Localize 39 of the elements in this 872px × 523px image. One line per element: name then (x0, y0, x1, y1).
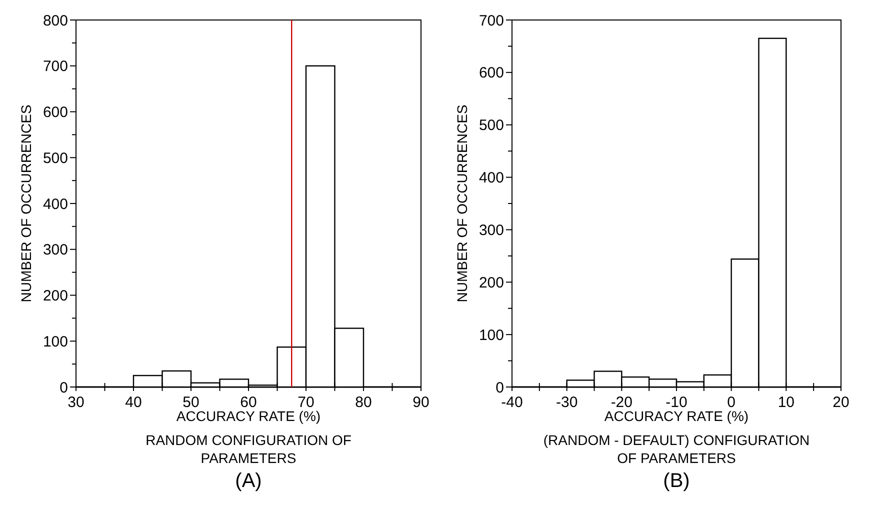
x-tick-label: -10 (666, 394, 688, 411)
y-tick-label: 200 (42, 288, 68, 304)
y-tick-label: 300 (42, 242, 68, 259)
x-tick-label: 20 (832, 394, 850, 411)
x-tick-label: -40 (501, 394, 523, 411)
y-tick-label: 500 (42, 150, 68, 167)
x-tick-label: 30 (68, 394, 84, 411)
text: (B) (663, 470, 690, 492)
y-tick-label: 700 (478, 12, 504, 30)
x-tick-label: 70 (298, 394, 314, 411)
y-tick-label: 600 (42, 104, 68, 121)
y-tick-label: 500 (478, 117, 504, 134)
x-tick-label: 0 (727, 394, 736, 411)
x-tick-label: -30 (556, 394, 578, 411)
x-tick-label: 10 (778, 394, 795, 411)
y-tick-label: 100 (478, 326, 504, 344)
x-axis-title: ACCURACY RATE (%) (176, 408, 321, 424)
y-tick-label: 400 (478, 170, 504, 187)
y-tick-label: 800 (42, 12, 68, 30)
text: RANDOM CONFIGURATION OF PARAMETERS (146, 432, 352, 466)
y-tick-label: 400 (42, 196, 68, 213)
text: (A) (235, 470, 262, 492)
x-tick-label: 80 (355, 394, 372, 411)
y-tick-label: 700 (42, 58, 68, 76)
x-tick-label: -20 (610, 394, 633, 411)
y-axis-title: NUMBER OF OCCURRENCES (454, 104, 470, 302)
x-tick-label: 50 (182, 394, 200, 411)
y-tick-label: 600 (478, 64, 504, 82)
y-tick-label: 0 (496, 379, 504, 396)
y-tick-label: 100 (42, 333, 68, 350)
x-tick-label: 90 (412, 394, 430, 411)
y-tick-label: 0 (60, 379, 68, 396)
x-tick-label: 40 (125, 394, 142, 411)
x-axis-title: ACCURACY RATE (%) (604, 408, 749, 424)
y-tick-label: 200 (478, 274, 504, 292)
x-tick-label: 60 (240, 394, 257, 411)
y-axis-title: NUMBER OF OCCURRENCES (18, 104, 34, 302)
text: (RANDOM - DEFAULT) CONFIGURATION OF PARAMETERS (543, 432, 810, 466)
y-tick-label: 300 (478, 222, 504, 239)
